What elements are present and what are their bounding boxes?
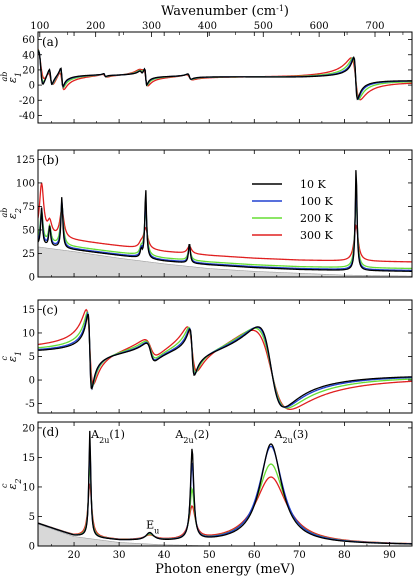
y-tick-label-b-125: 125 xyxy=(16,155,35,166)
x-axis-title: Photon energy (meV) xyxy=(155,562,295,577)
shaded-background-b xyxy=(38,246,412,277)
y-tick-label-c--5: -5 xyxy=(25,399,35,410)
y-tick-label-d-5: 5 xyxy=(29,512,35,523)
y-tick-label-c-10: 10 xyxy=(22,328,35,339)
panel-frame-a xyxy=(37,31,413,124)
x-tick-label-90: 90 xyxy=(383,550,396,561)
y-tick-label-a-40: 40 xyxy=(22,50,35,61)
panel-frame-b xyxy=(37,149,413,278)
series-line-b-300K xyxy=(38,182,412,263)
y-tick-label-a-60: 60 xyxy=(22,35,35,46)
plot-area-a xyxy=(38,48,412,101)
y-tick-label-d-15: 15 xyxy=(22,453,35,464)
top-tick-label-400: 400 xyxy=(198,21,217,32)
legend-label-200K: 200 K xyxy=(300,212,333,225)
x-tick-label-50: 50 xyxy=(203,550,216,561)
plot-area-c xyxy=(38,308,412,410)
x-tick-label-40: 40 xyxy=(158,550,171,561)
series-line-b-200K xyxy=(38,201,412,270)
x-tick-label-80: 80 xyxy=(338,550,351,561)
y-tick-label-d-20: 20 xyxy=(22,423,35,434)
panel-label-d: (d) xyxy=(42,425,59,439)
svg-text:ε2: ε2 xyxy=(6,479,23,490)
y-tick-label-a-0: 0 xyxy=(29,81,35,92)
y-axis-label-c: ε1c xyxy=(0,351,23,362)
y-tick-label-c-5: 5 xyxy=(29,352,35,363)
series-line-c-300K xyxy=(38,308,412,410)
top-tick-label-700: 700 xyxy=(365,21,384,32)
y-tick-label-a--40: -40 xyxy=(19,111,35,122)
panel-label-b: (b) xyxy=(42,153,59,167)
series-line-a-10K xyxy=(38,50,412,101)
svg-text:ε1: ε1 xyxy=(6,351,23,362)
top-axis-label: Wavenumber (cm-1) xyxy=(161,4,289,20)
series-line-c-200K xyxy=(38,311,412,409)
top-axis-title: Wavenumber (cm-1) xyxy=(161,4,289,20)
panel-d: 0 5 10 15 20 (d) ε2c A2u(1) A2u(2) A2u(3) Eu xyxy=(0,421,413,553)
legend-label-10K: 10 K xyxy=(300,178,326,191)
y-tick-label-d-0: 0 xyxy=(29,542,35,553)
peak-annotation-0: A2u(1) xyxy=(90,428,125,445)
peak-annotation-3: Eu xyxy=(146,518,159,535)
y-tick-label-b-25: 25 xyxy=(22,249,35,260)
svg-text:ε2: ε2 xyxy=(6,208,23,219)
y-tick-label-c-15: 15 xyxy=(22,305,35,316)
y-axis-label-sup-c: c xyxy=(0,356,9,361)
y-tick-label-d-10: 10 xyxy=(22,482,35,493)
y-tick-label-b-75: 75 xyxy=(22,202,35,213)
plot-area-b xyxy=(38,170,412,277)
top-tick-label-300: 300 xyxy=(142,21,161,32)
top-axis: 100 200 300 400 500 600 700 xyxy=(30,21,404,37)
peak-annotation-2: A2u(3) xyxy=(274,428,309,445)
y-tick-label-a-20: 20 xyxy=(22,65,35,76)
plot-area-d xyxy=(38,430,412,546)
y-axis-label-d: ε2c xyxy=(0,479,23,490)
x-tick-label-20: 20 xyxy=(68,550,81,561)
y-axis-label-sup-b: ab xyxy=(0,208,9,218)
top-tick-label-200: 200 xyxy=(86,21,105,32)
x-tick-label-70: 70 xyxy=(293,550,306,561)
series-line-d-10K xyxy=(38,430,412,545)
legend-label-100K: 100 K xyxy=(300,195,333,208)
y-tick-label-a--20: -20 xyxy=(19,96,35,107)
x-tick-label-30: 30 xyxy=(113,550,126,561)
top-tick-label-600: 600 xyxy=(310,21,329,32)
y-axis-label-sup-a: ab xyxy=(0,72,9,82)
legend-label-300K: 300 K xyxy=(300,229,333,242)
y-axis-label-sup-d: c xyxy=(0,483,9,488)
series-line-c-100K xyxy=(38,311,412,408)
x-axis-label: Photon energy (meV) xyxy=(155,562,295,577)
panel-frame-d xyxy=(37,421,413,547)
top-tick-label-100: 100 xyxy=(30,21,49,32)
panel-label-c: (c) xyxy=(42,303,58,317)
panel-c: -5 0 5 10 15 (c) ε1c xyxy=(0,299,413,414)
series-line-c-10K xyxy=(38,314,412,408)
bottom-axis: 20 30 40 50 60 70 80 90 xyxy=(68,550,396,561)
peak-annotation-1: A2u(2) xyxy=(174,428,209,445)
panel-frame-c xyxy=(37,299,413,414)
y-tick-label-b-0: 0 xyxy=(29,273,35,284)
y-tick-label-b-50: 50 xyxy=(22,225,35,236)
top-tick-label-500: 500 xyxy=(254,21,273,32)
y-tick-label-c-0: 0 xyxy=(29,376,35,387)
series-line-b-10K xyxy=(38,170,412,272)
panel-label-a: (a) xyxy=(42,35,59,49)
x-tick-label-60: 60 xyxy=(248,550,261,561)
y-tick-label-b-100: 100 xyxy=(16,178,35,189)
legend: 10 K 100 K 200 K 300 K xyxy=(252,178,333,242)
svg-text:ε1: ε1 xyxy=(6,72,23,83)
series-line-b-100K xyxy=(38,187,412,272)
